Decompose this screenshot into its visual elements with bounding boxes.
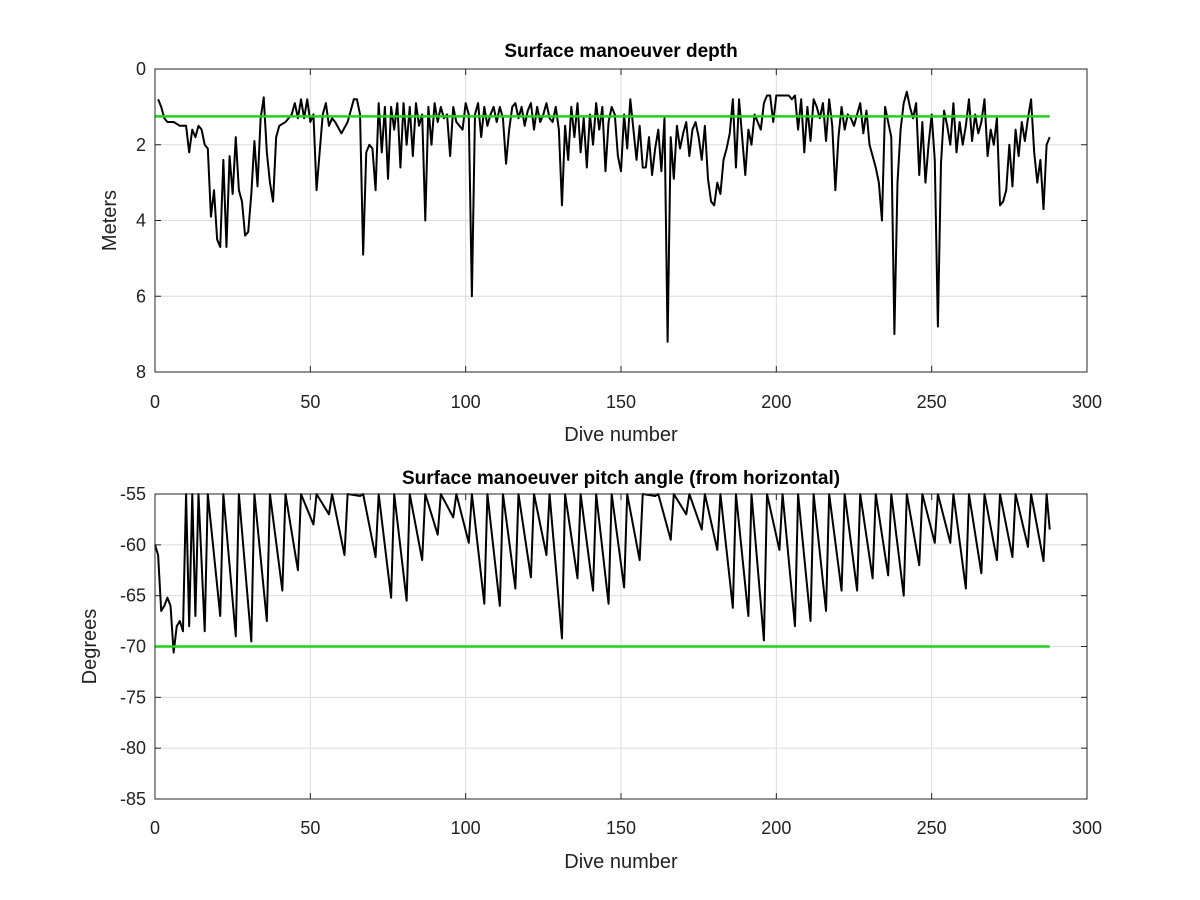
x-tick-label: 250 [917,392,947,412]
axes-frame [154,68,1088,373]
y-tick-label: 8 [136,362,146,382]
y-axis-label: Degrees [79,609,101,685]
x-tick-label: 0 [150,392,160,412]
x-tick-label: 200 [761,818,791,838]
x-tick-label: 100 [451,392,481,412]
y-axis-label: Meters [99,190,121,251]
x-tick-label: 300 [1072,818,1102,838]
x-tick-label: 150 [606,818,636,838]
series-line-1 [154,493,1051,654]
x-tick-label: 50 [300,818,320,838]
x-axis-label: Dive number [564,424,678,446]
chart-title: Surface manoeuver pitch angle (from hori… [402,468,840,489]
series-line-1 [157,90,1051,343]
x-tick-label: 150 [606,392,636,412]
x-tick-label: 250 [917,818,947,838]
axes-frame [154,493,1088,800]
x-tick-label: 100 [451,818,481,838]
y-tick-label: 0 [136,59,146,79]
chart-title: Surface manoeuver depth [504,41,737,62]
y-tick-label: 6 [136,286,146,306]
x-tick-label: 50 [300,392,320,412]
y-tick-label: -55 [120,484,146,504]
y-tick-label: -70 [120,637,146,657]
y-tick-label: -80 [120,738,146,758]
x-tick-label: 0 [150,818,160,838]
x-tick-label: 300 [1072,392,1102,412]
y-tick-label: 4 [136,211,146,231]
chart-2: 0 50 100 150 200 250 300 -55 -60 -65 -70 -75 -80 -85 S… [79,468,1102,873]
y-tick-label: -85 [120,789,146,809]
x-tick-label: 200 [761,392,791,412]
y-tick-label: -60 [120,535,146,555]
y-tick-label: 2 [136,135,146,155]
chart-1: 0 50 100 150 200 250 300 0 2 4 6 8 Surface manoeuver… [99,41,1102,446]
x-axis-label: Dive number [564,851,678,873]
y-tick-label: -65 [120,586,146,606]
y-tick-label: -75 [120,687,146,707]
